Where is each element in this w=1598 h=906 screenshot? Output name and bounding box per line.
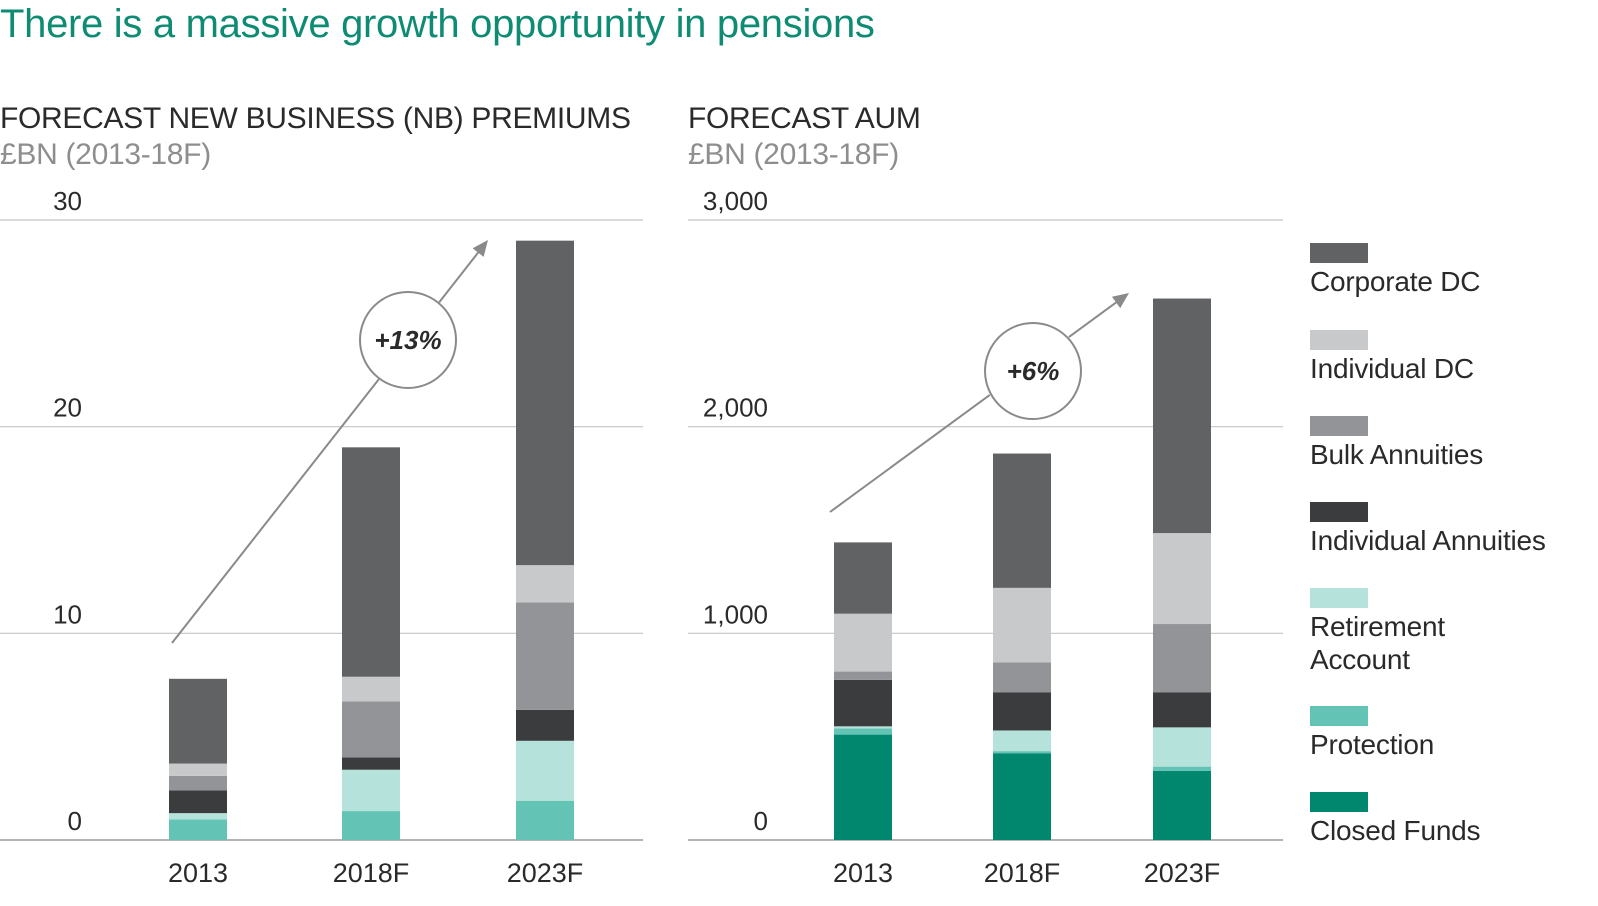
y-tick-label: 3,000 (703, 186, 768, 216)
bar-segment-bulk-annuities-2023f (516, 602, 574, 710)
bar-segment-individual-annuities-2018f (342, 757, 400, 770)
bar-segment-retirement-account-2013 (834, 726, 892, 729)
y-tick-label: 2,000 (703, 393, 768, 423)
y-tick-label: 1,000 (703, 599, 768, 629)
bar-segment-bulk-annuities-2013 (834, 671, 892, 680)
bar-segment-individual-annuities-2013 (169, 790, 227, 814)
nb-premiums-chart-subtitle: £BN (2013-18F) (0, 138, 211, 171)
legend-label: Corporate DC (1310, 266, 1481, 297)
growth-circle (359, 291, 457, 389)
legend-item-individual-dc: Individual DC (1310, 330, 1590, 385)
x-tick-label: 2018F (984, 858, 1061, 888)
y-tick-label: 20 (53, 393, 82, 423)
legend-swatch (1310, 706, 1368, 726)
legend-swatch (1310, 588, 1368, 608)
bar-segment-corporate-dc-2013 (834, 542, 892, 614)
x-tick-label: 2013 (168, 858, 228, 888)
legend-item-corporate-dc: Corporate DC (1310, 243, 1590, 298)
nb-premiums-chart-title: FORECAST NEW BUSINESS (NB) PREMIUMS (0, 102, 631, 135)
bar-segment-individual-dc-2023f (516, 565, 574, 603)
aum-chart-subtitle: £BN (2013-18F) (688, 138, 899, 171)
y-tick-label: 10 (53, 599, 82, 629)
growth-arrow-line (438, 246, 483, 303)
growth-label: +6% (1007, 356, 1060, 386)
y-tick-label: 0 (754, 806, 768, 836)
legend-item-closed-funds: Closed Funds (1310, 792, 1590, 847)
legend-label: Retirement Account (1310, 611, 1445, 675)
bar-segment-protection-2013 (169, 819, 227, 840)
bar-segment-retirement-account-2023f (516, 740, 574, 801)
legend-label: Bulk Annuities (1310, 439, 1484, 470)
legend-label: Closed Funds (1310, 815, 1481, 846)
bar-segment-bulk-annuities-2018f (993, 662, 1051, 693)
growth-arrow-line (829, 394, 991, 513)
bar-segment-corporate-dc-2023f (516, 240, 574, 566)
x-tick-label: 2023F (1144, 858, 1221, 888)
bar-segment-individual-dc-2013 (169, 763, 227, 776)
bar-segment-individual-dc-2018f (993, 587, 1051, 663)
nb-premiums-chart: 0 10 20 30 2013 2018F 2023F +13% (0, 186, 643, 888)
legend-label: Individual Annuities (1310, 525, 1546, 556)
bar-segment-bulk-annuities-2018f (342, 701, 400, 758)
bar-segment-protection-2023f (1153, 766, 1211, 771)
legend-swatch (1310, 792, 1368, 812)
x-tick-label: 2013 (833, 858, 893, 888)
x-tick-label: 2018F (333, 858, 410, 888)
bar-segment-individual-dc-2018f (342, 676, 400, 702)
legend-swatch (1310, 243, 1368, 263)
growth-arrow-head-icon (472, 240, 488, 257)
growth-arrow-line (1068, 297, 1122, 338)
bar-segment-individual-annuities-2013 (834, 679, 892, 727)
legend-item-individual-annuities: Individual Annuities (1310, 502, 1590, 557)
bar-segment-protection-2018f (342, 811, 400, 840)
bar-segment-protection-2023f (516, 800, 574, 840)
bar-segment-corporate-dc-2023f (1153, 298, 1211, 534)
bar-segment-corporate-dc-2013 (169, 678, 227, 764)
bar-segment-protection-2018f (993, 751, 1051, 754)
bar-segment-individual-dc-2013 (834, 613, 892, 672)
bar-segment-retirement-account-2018f (342, 769, 400, 812)
y-tick-label: 0 (68, 806, 82, 836)
bar-segment-bulk-annuities-2013 (169, 775, 227, 791)
bar-segment-retirement-account-2013 (169, 813, 227, 820)
bar-segment-individual-annuities-2023f (516, 709, 574, 741)
bar-segment-retirement-account-2023f (1153, 727, 1211, 767)
legend-swatch (1310, 330, 1368, 350)
bar-segment-protection-2013 (834, 728, 892, 735)
bar-segment-individual-dc-2023f (1153, 533, 1211, 625)
x-tick-label: 2023F (507, 858, 584, 888)
bar-segment-corporate-dc-2018f (342, 447, 400, 677)
legend-item-retirement-account: Retirement Account (1310, 588, 1590, 676)
bar-segment-closed-funds-2013 (834, 734, 892, 840)
bar-segment-corporate-dc-2018f (993, 453, 1051, 588)
growth-circle (984, 322, 1082, 420)
legend-label: Individual DC (1310, 353, 1474, 384)
bar-segment-individual-annuities-2023f (1153, 692, 1211, 728)
bar-segment-closed-funds-2018f (993, 753, 1051, 840)
bar-segment-retirement-account-2018f (993, 730, 1051, 752)
bar-segment-individual-annuities-2018f (993, 692, 1051, 731)
legend-swatch (1310, 502, 1368, 522)
growth-arrow-head-icon (1111, 293, 1129, 309)
aum-chart: 0 1,000 2,000 3,000 2013 2018F 2023F +6% (688, 186, 1283, 888)
y-tick-label: 30 (53, 186, 82, 216)
growth-arrow-line (171, 378, 380, 644)
bar-segment-closed-funds-2023f (1153, 770, 1211, 840)
legend-swatch (1310, 416, 1368, 436)
growth-label: +13% (374, 325, 441, 355)
bar-segment-bulk-annuities-2023f (1153, 624, 1211, 693)
legend-label: Protection (1310, 729, 1435, 760)
page-title: There is a massive growth opportunity in… (0, 2, 875, 46)
aum-chart-title: FORECAST AUM (688, 102, 921, 135)
legend-item-bulk-annuities: Bulk Annuities (1310, 416, 1590, 471)
legend-item-protection: Protection (1310, 706, 1590, 761)
